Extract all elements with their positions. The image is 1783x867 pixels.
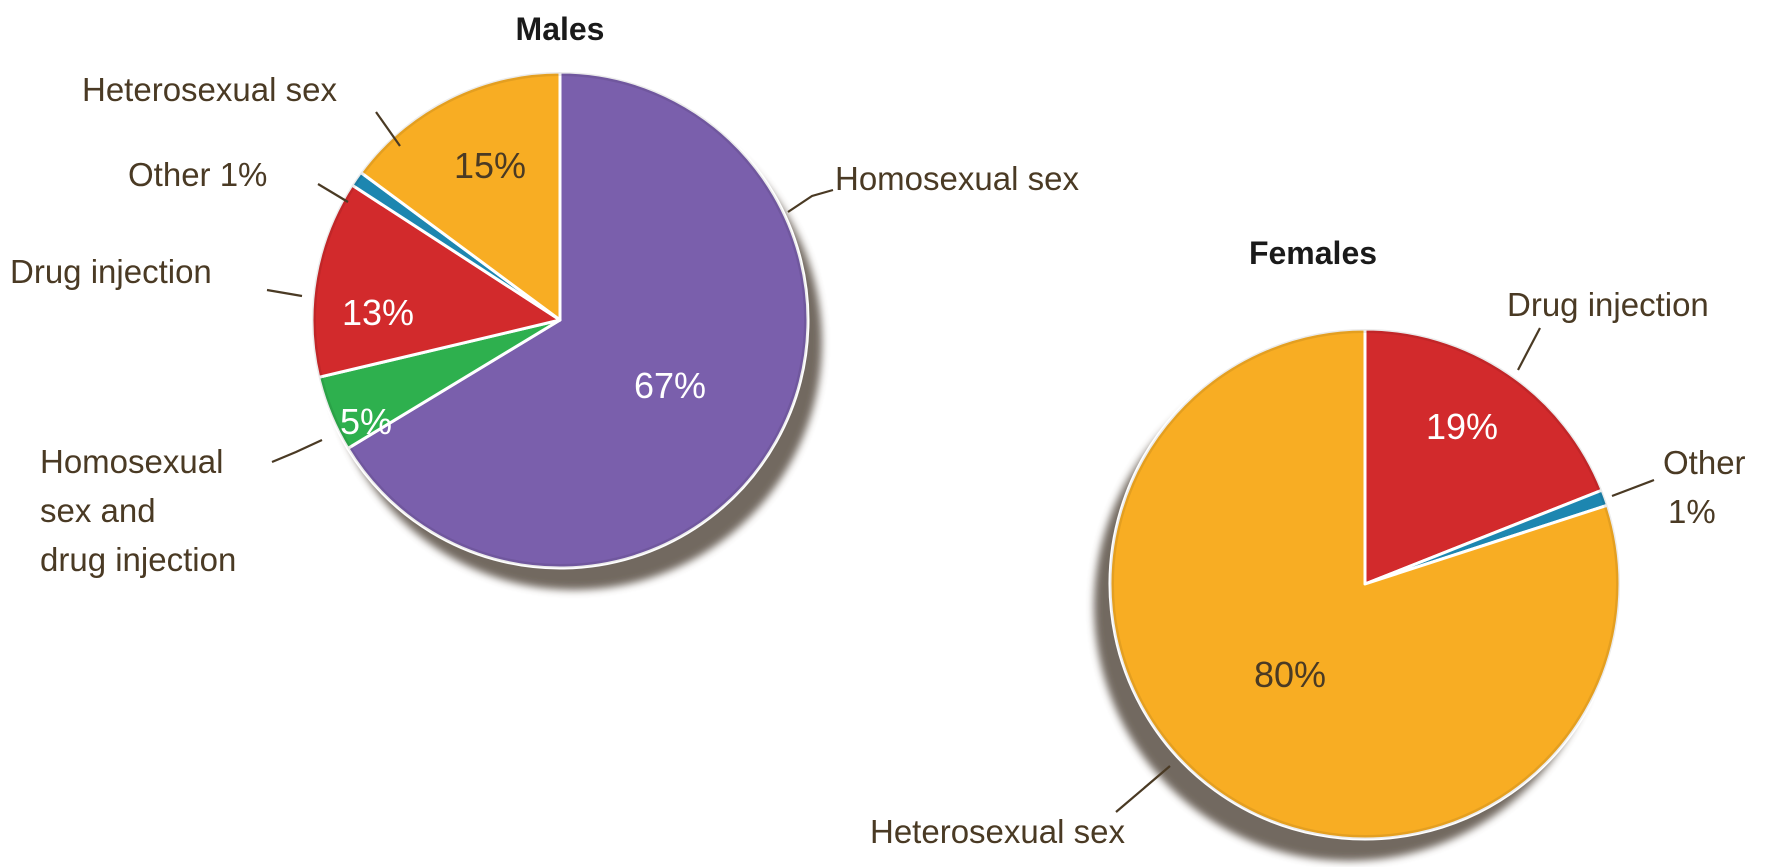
pie-rim: [312, 72, 808, 568]
leader-line-other: [317, 183, 349, 203]
callout-label-drug-injection: Drug injection: [1507, 286, 1709, 323]
slice-value-label-drug-injection: 13%: [342, 292, 414, 333]
leader-line-heterosexual-sex: [375, 111, 401, 147]
leader-line-drug-injection: [1517, 327, 1541, 371]
callout-label-homosexual-sex-and-drug-injection: sex and: [40, 492, 156, 529]
males-pie-chart: Males 67% 5% 13% 15% Homosexual sex Homosexua…: [10, 11, 1079, 590]
females-pie-chart: Females 19% 80% Drug injection Other 1% Heter…: [870, 235, 1746, 861]
pie-slice-heterosexual-sex: [1108, 327, 1622, 841]
slice-value-label-heterosexual-sex: 80%: [1254, 654, 1326, 695]
slice-value-label-homosexual-sex-and-drug-injection: 5%: [340, 401, 392, 442]
pie-rim: [1110, 329, 1620, 839]
leader-line-drug-injection: [266, 288, 303, 298]
leader-line-homosexual-sex: [787, 188, 834, 213]
callout-label-heterosexual-sex: Heterosexual sex: [870, 813, 1125, 850]
pie-slice-homosexual-sex: [346, 70, 810, 570]
females-title: Females: [1249, 235, 1377, 271]
slice-value-label-homosexual-sex: 67%: [634, 365, 706, 406]
leader-line-heterosexual-sex: [1115, 765, 1171, 813]
pie-slice-drug-injection: [1363, 327, 1604, 586]
callout-label-other: Other: [1663, 444, 1746, 481]
callout-label-drug-injection: Drug injection: [10, 253, 212, 290]
callout-label-homosexual-sex-and-drug-injection: Homosexual: [40, 443, 223, 480]
slice-value-label-heterosexual-sex: 15%: [454, 145, 526, 186]
callout-label-other: 1%: [1668, 493, 1716, 530]
leader-line-homosexual-sex-and-drug-injection: [271, 439, 323, 464]
callout-label-other: Other 1%: [128, 156, 267, 193]
males-title: Males: [516, 11, 605, 47]
callout-label-homosexual-sex-and-drug-injection: drug injection: [40, 541, 236, 578]
pie-slice-heterosexual-sex: [359, 70, 562, 322]
callout-label-heterosexual-sex: Heterosexual sex: [82, 71, 337, 108]
callout-label-homosexual-sex: Homosexual sex: [835, 160, 1079, 197]
leader-line-other: [1611, 478, 1655, 498]
slice-value-label-drug-injection: 19%: [1426, 406, 1498, 447]
